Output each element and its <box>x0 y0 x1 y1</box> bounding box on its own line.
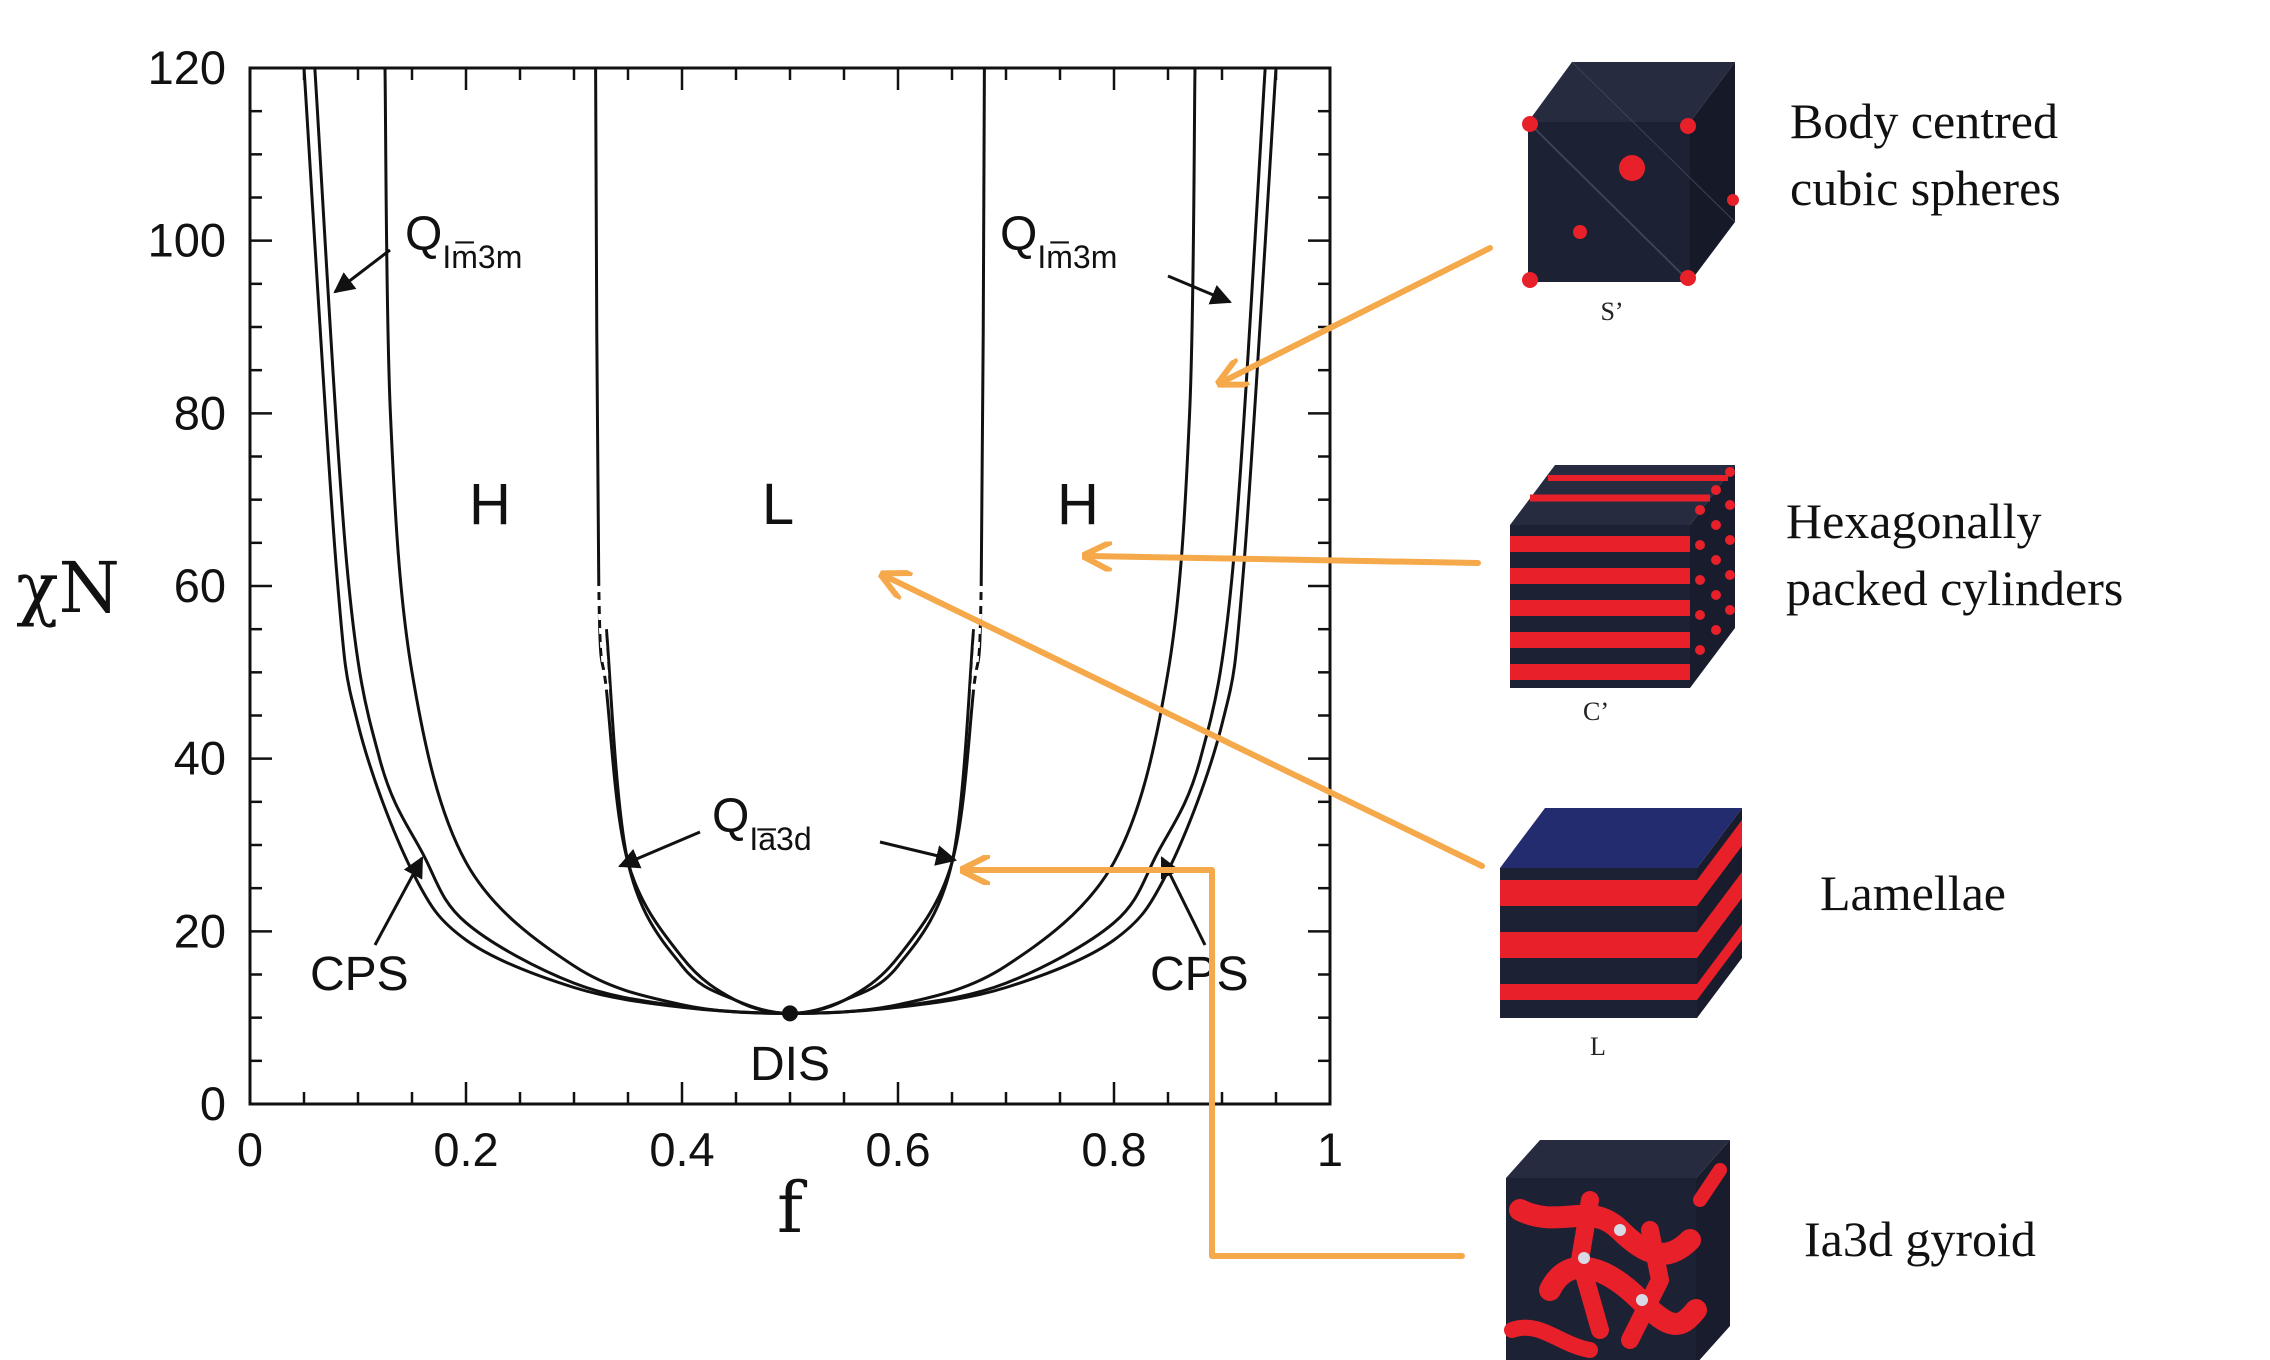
panel-label-bcc-line2: cubic spheres <box>1790 160 2061 216</box>
y-tick-label: 120 <box>148 41 226 94</box>
x-tick-label: 1 <box>1317 1123 1343 1176</box>
annotation-dis: DIS <box>750 1038 830 1091</box>
annotation-cps-left: CPS <box>310 856 424 1001</box>
y-axis-title: χN <box>16 547 120 629</box>
x-tick-label: 0.2 <box>433 1123 498 1176</box>
hex-cylinders-cube <box>1510 465 1735 688</box>
axis-tick-labels: 0 0.2 0.4 0.6 0.8 1 0 20 40 60 80 100 120 <box>148 41 1343 1176</box>
arrow-to-lamellae <box>885 576 1485 869</box>
annotation-q-ia3d: QIa̅3d <box>618 790 958 869</box>
x-tick-label: 0.4 <box>649 1123 714 1176</box>
region-label-h-left: H <box>469 472 511 537</box>
annotation-q-letter: Q <box>1000 208 1037 261</box>
annotation-arrow <box>1167 274 1232 305</box>
panel-caption-lamellae: L <box>1590 1032 1606 1061</box>
y-tick-label: 0 <box>200 1077 226 1130</box>
annotation-arrow-right <box>879 840 958 866</box>
x-axis-title: f <box>777 1167 808 1249</box>
annotation-q-im3m-left: QIm̅3m <box>333 208 522 294</box>
annotation-q-letter: Q <box>712 790 749 843</box>
annotation-arrow <box>333 248 391 294</box>
x-tick-label: 0.8 <box>1081 1123 1146 1176</box>
panel-label-hex-line1: Hexagonally <box>1786 493 2041 549</box>
y-tick-label: 100 <box>148 214 226 267</box>
lamellae-cube <box>1500 808 1742 1018</box>
dashed-segment-right <box>970 585 985 690</box>
y-tick-label: 60 <box>174 559 226 612</box>
svg-text:QIm̅3m: QIm̅3m <box>1000 208 1117 275</box>
annotation-cps-label: CPS <box>1150 948 1249 1001</box>
annotation-arrow <box>373 856 424 946</box>
gyroid-cube <box>1504 1140 1730 1360</box>
y-tick-label: 20 <box>174 904 226 957</box>
y-tick-label: 80 <box>174 386 226 439</box>
panel-caption-bcc: S’ <box>1600 297 1623 326</box>
panel-label-bcc-line1: Body centred <box>1790 93 2058 149</box>
x-tick-label: 0.6 <box>865 1123 930 1176</box>
panel-label-lamellae: Lamellae <box>1820 865 2006 921</box>
svg-text:QIa̅3d: QIa̅3d <box>712 790 812 857</box>
arrow-to-gyroid <box>966 870 1465 1259</box>
panel-label-gyroid: Ia3d gyroid <box>1804 1211 2036 1267</box>
annotation-q-subscript: Im̅3m <box>1037 239 1117 275</box>
region-label-l: L <box>762 472 794 537</box>
connector-arrows <box>885 245 1493 1259</box>
annotation-q-subscript: Im̅3m <box>442 239 522 275</box>
dashed-segment-left <box>595 585 610 690</box>
svg-text:QIm̅3m: QIm̅3m <box>405 208 522 275</box>
annotation-cps-label: CPS <box>310 948 409 1001</box>
critical-point <box>782 1005 798 1022</box>
phase-boundary-4 <box>594 67 986 1015</box>
annotation-q-subscript: Ia̅3d <box>749 821 811 857</box>
arrow-to-hex <box>1088 556 1481 563</box>
panel-label-hex-line2: packed cylinders <box>1786 560 2123 616</box>
region-label-h-right: H <box>1057 472 1099 537</box>
panel-caption-hex: C’ <box>1583 697 1609 726</box>
annotation-q-im3m-right: QIm̅3m <box>1000 208 1232 305</box>
x-tick-label: 0 <box>237 1123 263 1176</box>
bcc-spheres-cube <box>1522 61 1739 288</box>
y-tick-label: 40 <box>174 732 226 785</box>
annotation-arrow-left <box>618 830 701 869</box>
annotation-q-letter: Q <box>405 208 442 261</box>
arrow-to-bcc <box>1222 245 1493 382</box>
